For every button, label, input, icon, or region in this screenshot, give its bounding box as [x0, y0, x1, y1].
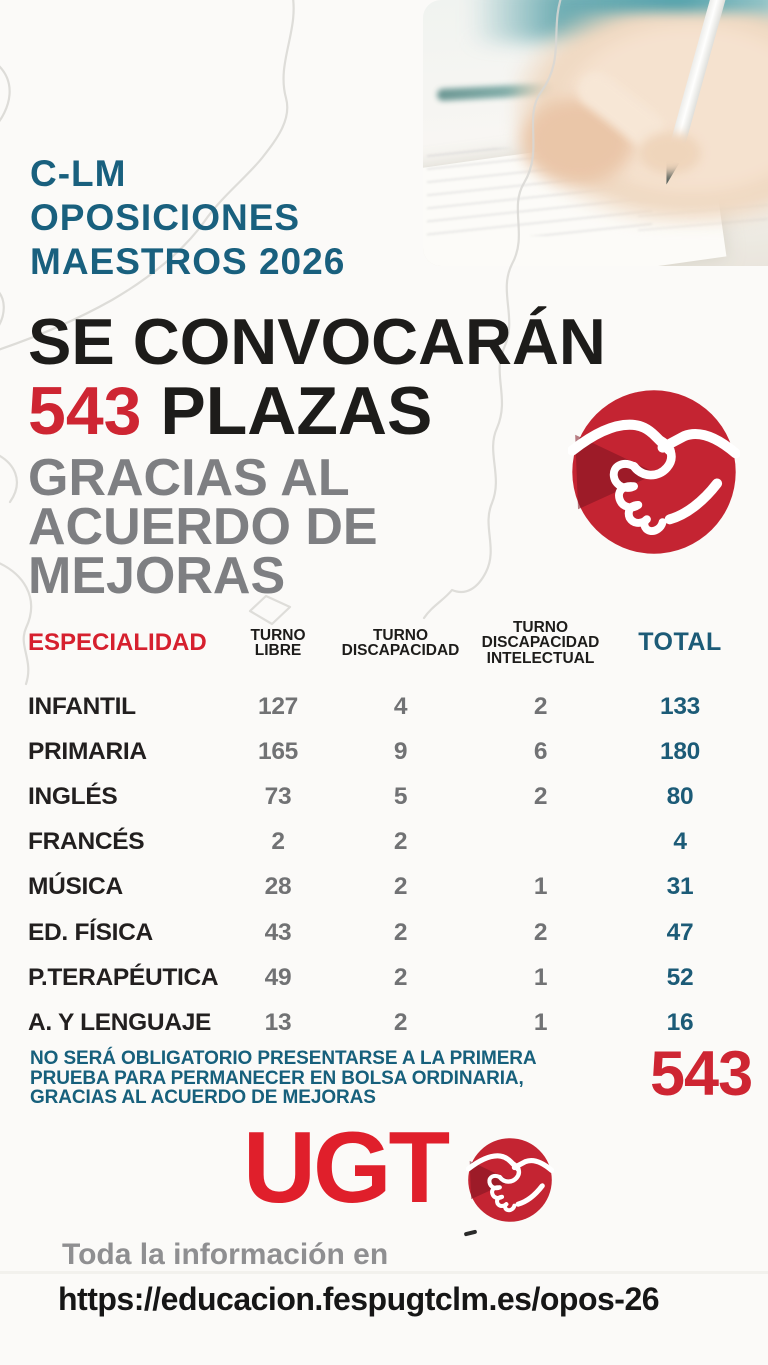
cell-turno-libre: 73 [264, 782, 292, 810]
cell-total: 31 [666, 873, 694, 901]
note-text: NO SERÁ OBLIGATORIO PRESENTARSE A LA PRI… [30, 1049, 537, 1108]
cell-turno-discapacidad-intelectual: 2 [533, 782, 548, 810]
cell-turno-discapacidad: 2 [393, 1008, 408, 1036]
handshake-icon [466, 1136, 554, 1224]
cell-total: 4 [673, 828, 687, 856]
column-header-total: TOTAL [638, 628, 722, 657]
table-row: INGLÉS 73 5 2 80 [28, 774, 744, 819]
hand-writing-photo [423, 0, 768, 266]
subtitle-line: GRACIAS AL [28, 449, 350, 507]
plazas-word: PLAZAS [141, 373, 433, 449]
page-title: C-LM OPOSICIONES MAESTROS 2026 [30, 152, 345, 284]
column-header-turno-libre: TURNO LIBRE [250, 626, 306, 659]
cell-turno-libre: 127 [258, 692, 298, 720]
title-line: OPOSICIONES [30, 197, 301, 238]
cell-especialidad: INGLÉS [28, 782, 118, 810]
cell-turno-discapacidad: 2 [393, 873, 408, 901]
total-plazas-number: 543 [650, 1039, 753, 1109]
cell-especialidad: FRANCÉS [28, 828, 145, 856]
thumb [639, 132, 701, 174]
cell-especialidad: P.TERAPÉUTICA [28, 963, 219, 991]
cell-especialidad: ED. FÍSICA [28, 918, 153, 946]
cell-turno-discapacidad-intelectual: 6 [533, 737, 548, 765]
photo-overlay [423, 0, 768, 266]
column-header-turno-discapacidad: TURNO DISCAPACIDAD [341, 626, 460, 659]
plazas-number: 543 [28, 373, 142, 449]
table-body: INFANTIL 127 4 2 133 PRIMARIA 165 9 6 18… [28, 684, 744, 1046]
table-row: INFANTIL 127 4 2 133 [28, 684, 744, 729]
table-row: FRANCÉS 2 2 4 [28, 820, 744, 865]
note-line: GRACIAS AL ACUERDO DE MEJORAS [30, 1087, 376, 1108]
logo-mark-dash [463, 1229, 478, 1237]
table-row: A. Y LENGUAJE 13 2 1 16 [28, 1000, 744, 1045]
subtitle-line: ACUERDO DE [28, 498, 378, 556]
cell-total: 180 [660, 737, 700, 765]
subtitle-line: MEJORAS [28, 547, 286, 605]
note-line: NO SERÁ OBLIGATORIO PRESENTARSE A LA PRI… [30, 1048, 537, 1069]
cell-turno-libre: 49 [264, 963, 292, 991]
cell-total: 133 [660, 692, 700, 720]
cell-turno-discapacidad: 2 [393, 918, 408, 946]
note-line: PRUEBA PARA PERMANECER EN BOLSA ORDINARI… [30, 1067, 524, 1089]
footer-url: https://educacion.fespugtclm.es/opos-26 [58, 1281, 660, 1317]
cell-total: 80 [666, 782, 694, 810]
cell-especialidad: A. Y LENGUAJE [28, 1008, 212, 1036]
cell-turno-discapacidad: 2 [393, 963, 408, 991]
cell-turno-libre: 13 [264, 1008, 292, 1036]
cell-turno-discapacidad-intelectual: 2 [533, 918, 548, 946]
handshake-icon [568, 386, 740, 558]
ugt-logo-text: UGT [243, 1112, 450, 1224]
table-row: MÚSICA 28 2 1 31 [28, 865, 744, 910]
cell-turno-discapacidad-intelectual: 1 [533, 873, 548, 901]
cell-turno-libre: 2 [271, 828, 285, 856]
title-line: MAESTROS 2026 [30, 241, 346, 282]
column-header-especialidad: ESPECIALIDAD [28, 629, 207, 657]
plazas-table: ESPECIALIDAD TURNO LIBRE TURNO DISCAPACI… [28, 612, 744, 1046]
cell-turno-libre: 165 [258, 737, 298, 765]
headline-subtitle: GRACIAS AL ACUERDO DE MEJORAS [28, 449, 606, 605]
table-row: ED. FÍSICA 43 2 2 47 [28, 910, 744, 955]
cell-turno-libre: 28 [264, 873, 292, 901]
table-row: P.TERAPÉUTICA 49 2 1 52 [28, 955, 744, 1000]
cell-total: 16 [666, 1008, 694, 1036]
column-header-turno-discapacidad-intelectual: TURNO DISCAPACIDAD INTELECTUAL [481, 618, 600, 667]
cell-turno-discapacidad: 9 [393, 737, 408, 765]
cell-total: 47 [666, 918, 694, 946]
cell-especialidad: MÚSICA [28, 873, 123, 901]
cell-turno-libre: 43 [264, 918, 292, 946]
headline-line2: 543 PLAZAS [28, 376, 606, 446]
headline-line1: SE CONVOCARÁN [28, 305, 606, 378]
cell-especialidad: PRIMARIA [28, 737, 147, 765]
cell-turno-discapacidad-intelectual: 1 [533, 1008, 548, 1036]
title-line: C-LM [30, 153, 127, 194]
cell-turno-discapacidad-intelectual: 2 [533, 692, 548, 720]
divider [0, 1271, 768, 1274]
cell-turno-discapacidad: 4 [393, 692, 408, 720]
cell-turno-discapacidad-intelectual: 1 [533, 963, 548, 991]
cell-turno-discapacidad: 5 [393, 782, 408, 810]
cell-especialidad: INFANTIL [28, 692, 136, 720]
table-row: PRIMARIA 165 9 6 180 [28, 729, 744, 774]
cell-total: 52 [666, 963, 694, 991]
headline: SE CONVOCARÁN 543 PLAZAS GRACIAS AL ACUE… [28, 305, 606, 605]
cell-turno-discapacidad: 2 [393, 828, 408, 856]
footer-info-text: Toda la información en [62, 1238, 389, 1271]
table-header: ESPECIALIDAD TURNO LIBRE TURNO DISCAPACI… [28, 612, 744, 674]
